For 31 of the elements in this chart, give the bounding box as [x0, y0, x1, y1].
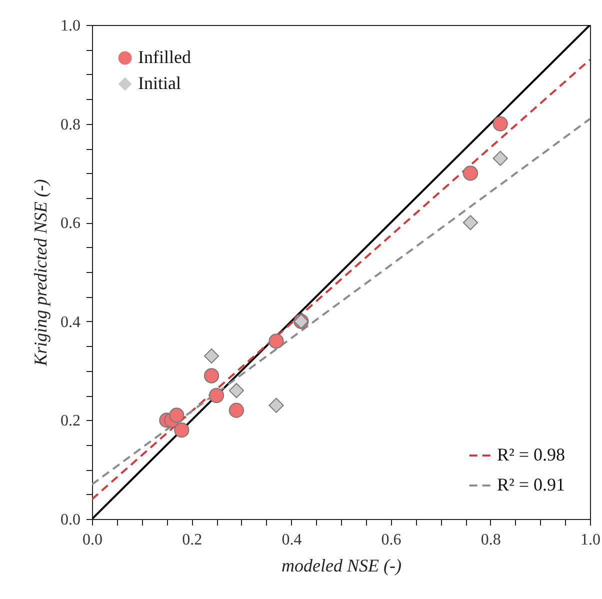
legend-label: R² = 0.98 [497, 444, 566, 464]
y-tick-label: 0.2 [60, 412, 80, 430]
point [462, 166, 478, 181]
y-tick-label: 0.0 [60, 512, 80, 528]
x-tick-label: 0.4 [282, 532, 302, 548]
point [228, 382, 244, 398]
point [462, 215, 478, 230]
x-tick-label: 0.6 [381, 532, 402, 548]
legend-label: R² = 0.91 [497, 474, 566, 494]
point [208, 388, 224, 404]
point [268, 398, 284, 413]
point [204, 368, 220, 384]
x-tick-label: 0.8 [480, 532, 501, 548]
point [268, 334, 284, 349]
point [204, 348, 220, 364]
y-axis-title: Kriging predicted NSE (-) [30, 179, 50, 367]
point [492, 150, 508, 166]
y-tick-label: 0.8 [60, 116, 80, 134]
point [492, 116, 508, 132]
point [228, 402, 244, 418]
point [174, 422, 190, 438]
legend-label: Initial [138, 73, 181, 93]
x-tick-label: 0.2 [182, 532, 202, 548]
x-tick-label: 1.0 [580, 532, 600, 548]
legend-label: Infilled [138, 47, 191, 67]
y-tick-label: 0.4 [60, 314, 80, 331]
y-tick-label: 0.6 [60, 215, 80, 232]
x-axis-title: modeled NSE (-) [282, 556, 402, 576]
point [169, 408, 184, 423]
x-tick-label: 0.0 [82, 532, 102, 548]
y-tick-label: 1.0 [60, 18, 80, 34]
